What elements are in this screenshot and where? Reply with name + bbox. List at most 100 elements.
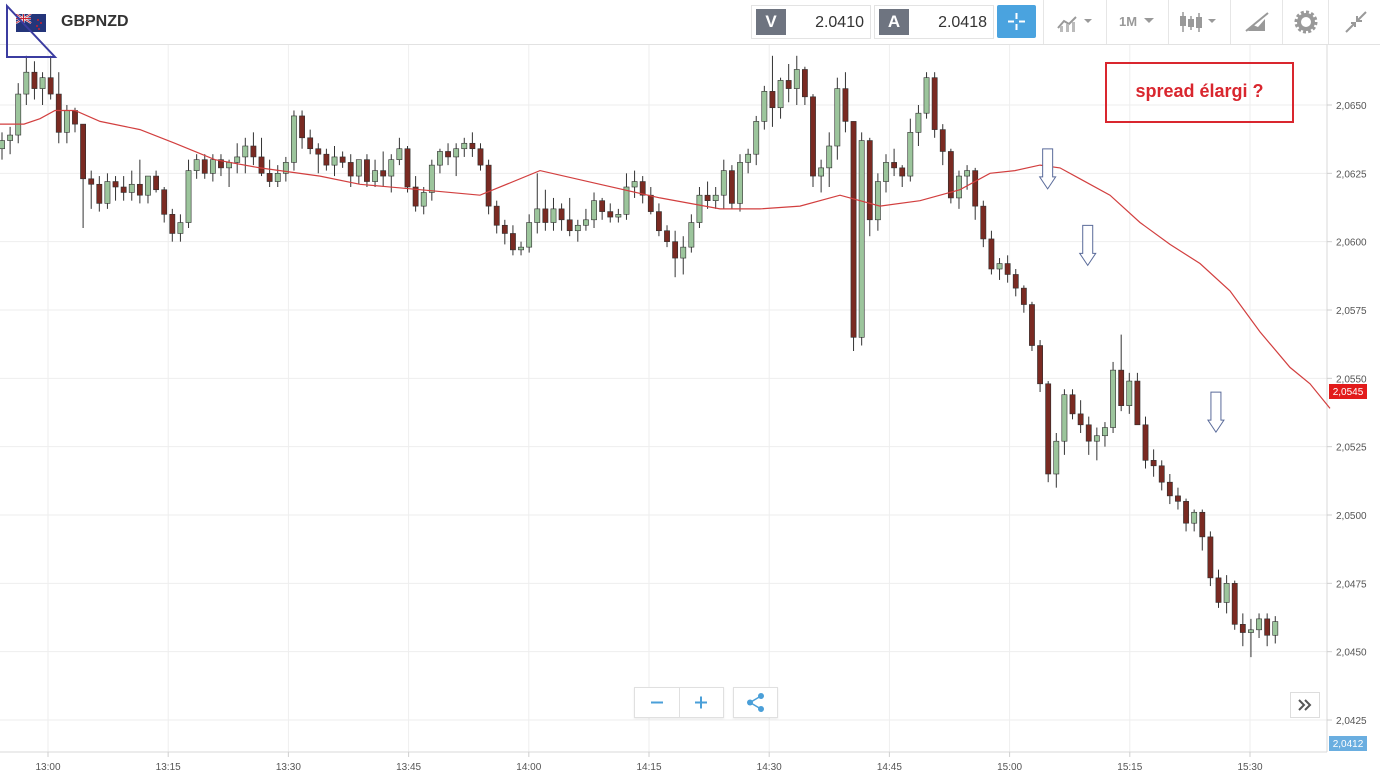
candle [1207, 531, 1214, 587]
candle [826, 132, 833, 187]
y-tick-label: 2,0500 [1336, 511, 1367, 522]
candle [80, 123, 86, 228]
scroll-to-end-button[interactable] [1290, 692, 1320, 718]
candle [218, 154, 224, 177]
candle [193, 154, 200, 179]
candle [420, 187, 427, 215]
candle [1061, 389, 1068, 455]
price-chart[interactable]: 2,0650 2,0625 2,0600 2,0575 2,0550 2,0525 2,05… [0, 45, 1380, 781]
candle [364, 154, 370, 187]
zoom-in-button[interactable] [680, 688, 724, 717]
candle [31, 61, 38, 100]
candle [347, 154, 354, 187]
crosshair-icon [1008, 13, 1025, 30]
candle [996, 258, 1003, 280]
candle [428, 159, 435, 201]
candle [583, 208, 589, 231]
candle [1248, 618, 1254, 658]
candle [1223, 575, 1230, 614]
candle [1158, 460, 1165, 491]
candle [858, 132, 865, 346]
candle [801, 66, 808, 105]
candle [745, 148, 752, 174]
candle [720, 159, 727, 209]
candle [874, 173, 881, 231]
candle [493, 200, 500, 234]
candle [7, 126, 14, 155]
candle [1142, 416, 1149, 469]
candle [1118, 334, 1125, 412]
candle [128, 170, 135, 201]
chart-type-button[interactable] [1043, 0, 1106, 44]
candle [923, 72, 930, 119]
candle [1102, 422, 1108, 447]
buy-label: A [879, 9, 909, 35]
candle [1004, 255, 1011, 283]
down-arrow-icon [1206, 391, 1225, 434]
draw-button[interactable] [1230, 0, 1282, 44]
sell-price: 2.0410 [815, 14, 864, 31]
fullscreen-button[interactable] [1328, 0, 1380, 44]
candle [1191, 509, 1198, 532]
buy-price: 2.0418 [938, 14, 987, 31]
candle [623, 173, 630, 220]
candle [331, 146, 338, 177]
candle [866, 137, 873, 237]
y-tick-label: 2,0475 [1336, 579, 1367, 590]
annotation-text: spread élargi ? [1135, 81, 1264, 101]
candle [315, 143, 322, 174]
share-icon [747, 693, 764, 712]
candle [323, 148, 330, 171]
candle [591, 192, 597, 228]
candle [1053, 433, 1060, 488]
candle [1256, 613, 1262, 638]
buy-price-box[interactable]: A 2.0418 [874, 5, 994, 39]
timeframe-selector[interactable]: 1M [1106, 0, 1168, 44]
timeframe-label: 1M [1119, 14, 1138, 29]
candle [761, 85, 768, 130]
candle [1239, 613, 1246, 647]
candle [704, 181, 711, 209]
candle [1029, 301, 1035, 351]
candle [161, 187, 168, 223]
x-tick-label: 14:30 [757, 762, 782, 773]
zoom-controls [634, 687, 724, 718]
candle [145, 175, 151, 204]
gear-icon [1294, 10, 1318, 34]
candle [972, 167, 979, 220]
candle [834, 77, 841, 160]
fullscreen-icon [1345, 11, 1367, 33]
x-tick-label: 14:15 [636, 762, 661, 773]
candle [550, 197, 557, 231]
candle [388, 154, 395, 193]
candles-button[interactable] [1168, 0, 1230, 44]
sell-price-box[interactable]: V 2.0410 [751, 5, 871, 39]
candle [258, 137, 265, 177]
share-button[interactable] [733, 687, 778, 718]
candle [656, 203, 662, 237]
current-price-label: 2,0545 [1333, 387, 1364, 398]
candle [818, 159, 825, 193]
candle [185, 159, 192, 228]
candle [518, 241, 524, 256]
candle [15, 83, 22, 144]
candle [1272, 616, 1279, 644]
candle [477, 143, 484, 171]
y-tick-label: 2,0425 [1336, 716, 1367, 727]
crosshair-button[interactable] [997, 5, 1036, 38]
zoom-out-button[interactable] [635, 688, 680, 717]
y-tick-label: 2,0600 [1336, 238, 1367, 249]
candle [299, 110, 305, 149]
candle [664, 225, 670, 248]
candle [461, 137, 468, 157]
candle [501, 219, 508, 245]
candle [380, 151, 387, 187]
y-tick-label: 2,0575 [1336, 306, 1367, 317]
candle [931, 72, 938, 138]
candle [307, 129, 314, 155]
settings-button[interactable] [1282, 0, 1328, 44]
candle [842, 72, 849, 133]
y-tick-label: 2,0450 [1336, 648, 1367, 659]
candle [250, 132, 257, 166]
candle [939, 124, 946, 166]
